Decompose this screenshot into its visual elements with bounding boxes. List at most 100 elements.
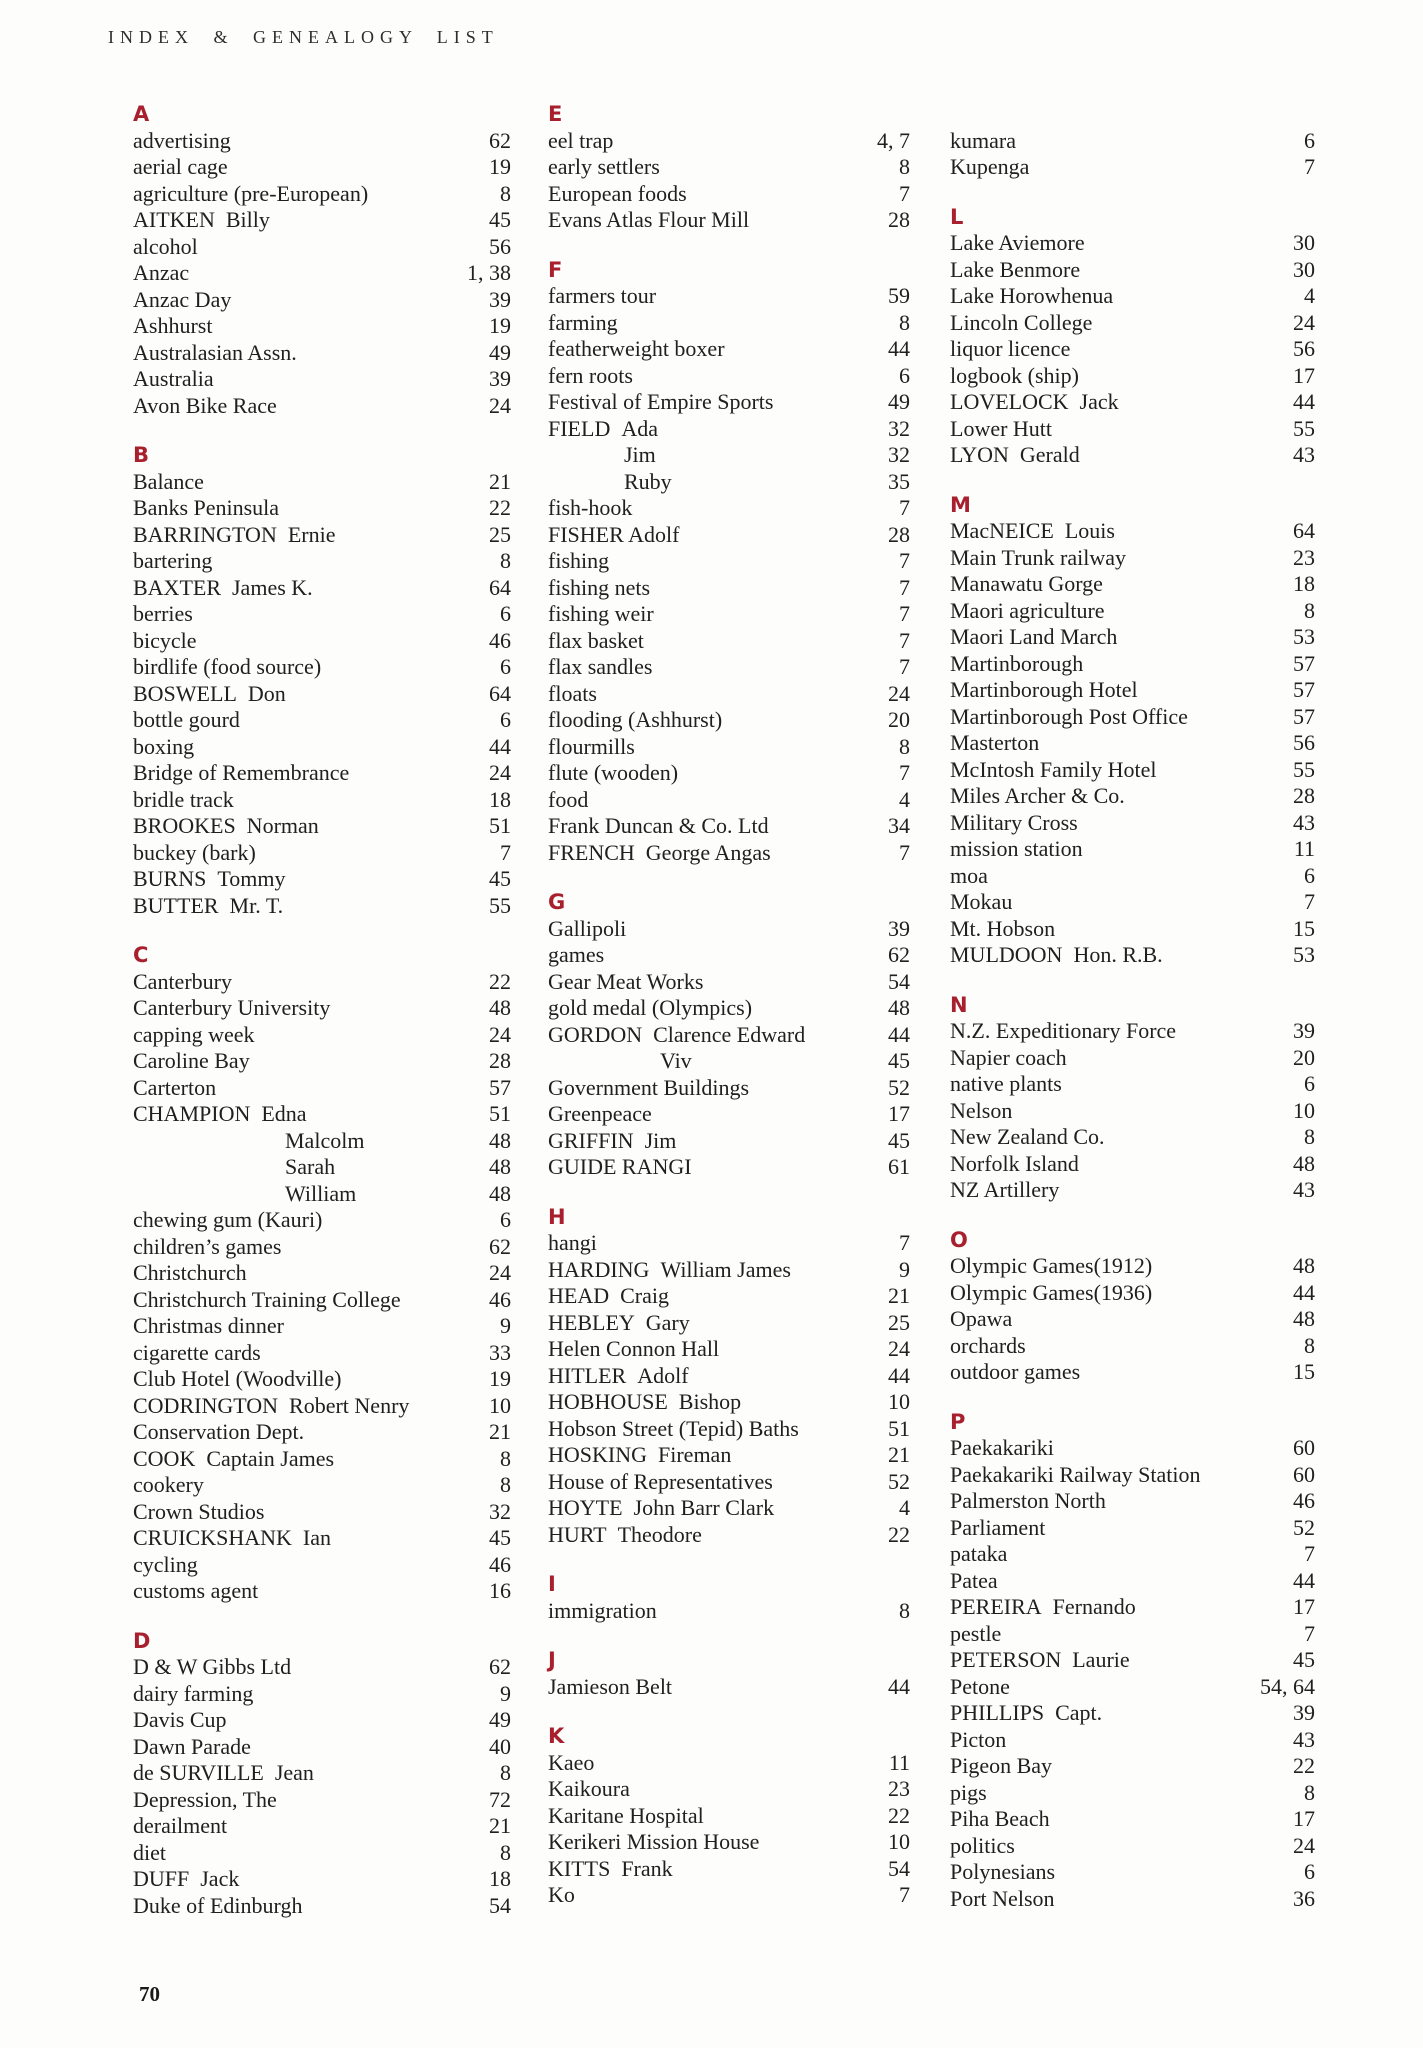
entry-page: 24: [1293, 1832, 1315, 1858]
entry-page: 9: [500, 1680, 511, 1706]
index-entry: mission station 11: [950, 836, 1315, 863]
entry-page: 22: [489, 968, 511, 994]
entry-page: 57: [1293, 677, 1315, 702]
entry-term: European foods: [548, 180, 687, 206]
entry-term: Lower Hutt: [950, 415, 1053, 441]
index-entry: Martinborough 57: [950, 651, 1315, 678]
entry-term: McIntosh Family Hotel: [950, 756, 1157, 782]
entry-term: Opawa: [950, 1306, 1013, 1331]
entry-term: FRENCH George Angas: [548, 839, 771, 865]
entry-term: Parliament: [950, 1514, 1046, 1540]
index-entry: Australasian Assn. 49: [133, 340, 511, 367]
entry-page: 52: [1293, 1514, 1315, 1540]
entry-term: Mokau: [950, 889, 1013, 914]
entry-page: 11: [1293, 836, 1315, 861]
entry-term: Petone: [950, 1673, 1010, 1699]
index-entry: Club Hotel (Woodville) 19: [133, 1366, 511, 1393]
index-section: L Lake Aviemore 30 Lake Benmore 30 Lake Horow…: [950, 204, 1315, 469]
index-entry: Lake Aviemore 30: [950, 230, 1315, 257]
section-letter: N: [950, 992, 968, 1017]
entry-term: flooding (Ashhurst): [548, 707, 723, 732]
entry-page: 30: [1293, 230, 1315, 255]
entry-page: 7: [899, 1882, 910, 1907]
entry-term: CRUICKSHANK Ian: [133, 1525, 331, 1550]
running-header: INDEX & GENEALOGY LIST: [108, 27, 499, 47]
entry-term: mission station: [950, 836, 1083, 861]
entry-page: 8: [500, 1445, 511, 1471]
index-entry: Gallipoli 39: [548, 916, 910, 943]
entry-page: 6: [500, 601, 511, 626]
entry-term: Pigeon Bay: [950, 1753, 1053, 1778]
entry-page: 6: [1304, 1071, 1315, 1096]
section-letter: G: [548, 890, 566, 914]
entry-term: Dawn Parade: [133, 1733, 251, 1759]
entry-term: BARRINGTON Ernie: [133, 521, 336, 547]
entry-page: 46: [489, 1286, 511, 1312]
index-entry: capping week 24: [133, 1022, 511, 1049]
entry-page: 7: [899, 760, 910, 785]
entry-term: Napier coach: [950, 1044, 1067, 1070]
entry-page: 8: [500, 1839, 511, 1865]
entry-term: gold medal (Olympics): [548, 995, 753, 1020]
entry-page: 19: [489, 154, 511, 179]
index-entry: CODRINGTON Robert Nenry 10: [133, 1393, 511, 1420]
entry-term: featherweight boxer: [548, 336, 725, 361]
index-section: B Balance 21 Banks Peninsula 22 BARRINGTON Er…: [133, 442, 511, 919]
entry-term: bottle gourd: [133, 707, 240, 732]
entry-page: 72: [489, 1786, 511, 1812]
index-entry: Sarah 48: [133, 1154, 511, 1181]
entry-page: 28: [888, 207, 910, 232]
index-entry: Duke of Edinburgh 54: [133, 1893, 511, 1920]
index-section: K Kaeo 11 Kaikoura 23 Karitane Hospital 22 Keri…: [548, 1723, 910, 1909]
entry-term: Paekakariki: [950, 1435, 1054, 1460]
entry-page: 18: [489, 786, 511, 812]
index-entry: alcohol 56: [133, 234, 511, 261]
index-entry: FRENCH George Angas 7: [548, 840, 910, 867]
entry-page: 10: [489, 1392, 511, 1418]
index-entry: LYON Gerald 43: [950, 442, 1315, 469]
entry-page: 22: [1293, 1753, 1315, 1778]
index-entry: New Zealand Co. 8: [950, 1124, 1315, 1151]
entry-term: Anzac: [133, 260, 190, 285]
entry-page: 8: [1304, 1779, 1315, 1805]
index-entry: flooding (Ashhurst) 20: [548, 707, 910, 734]
entry-page: 9: [500, 1313, 511, 1338]
entry-term: immigration: [548, 1597, 657, 1623]
index-entry: Kupenga 7: [950, 154, 1315, 181]
index-entry: Olympic Games(1912) 48: [950, 1253, 1315, 1280]
entry-page: 17: [1293, 1594, 1315, 1619]
entry-page: 51: [489, 813, 511, 838]
entry-term: bicycle: [133, 627, 197, 653]
entry-term: FISHER Adolf: [548, 521, 680, 547]
entry-term: farmers tour: [548, 283, 657, 308]
entry-term: early settlers: [548, 154, 660, 179]
entry-term: cycling: [133, 1551, 198, 1577]
entry-term: chewing gum (Kauri): [133, 1207, 323, 1232]
index-entry: advertising 62: [133, 128, 511, 155]
entry-term: GRIFFIN Jim: [548, 1127, 677, 1153]
index-entry: Canterbury 22: [133, 969, 511, 996]
section-letter: H: [548, 1204, 566, 1229]
index-entry: HOYTE John Barr Clark 4: [548, 1495, 910, 1522]
index-entry: Helen Connon Hall 24: [548, 1336, 910, 1363]
entry-page: 49: [489, 339, 511, 365]
entry-term: PEREIRA Fernando: [950, 1594, 1136, 1619]
entry-term: fern roots: [548, 362, 633, 388]
entry-term: BAXTER James K.: [133, 574, 313, 600]
entry-page: 44: [489, 733, 511, 759]
entry-page: 7: [1304, 889, 1315, 914]
entry-term: Canterbury University: [133, 995, 331, 1020]
entry-term: Caroline Bay: [133, 1048, 250, 1073]
index-entry: cycling 46: [133, 1552, 511, 1579]
entry-page: 22: [489, 495, 511, 520]
index-entry: Christmas dinner 9: [133, 1313, 511, 1340]
index-entry: BOSWELL Don 64: [133, 681, 511, 708]
entry-term: eel trap: [548, 127, 614, 153]
entry-page: 8: [899, 309, 910, 335]
index-entry: DUFF Jack 18: [133, 1866, 511, 1893]
entry-page: 7: [899, 1230, 910, 1255]
entry-page: 8: [500, 548, 511, 573]
